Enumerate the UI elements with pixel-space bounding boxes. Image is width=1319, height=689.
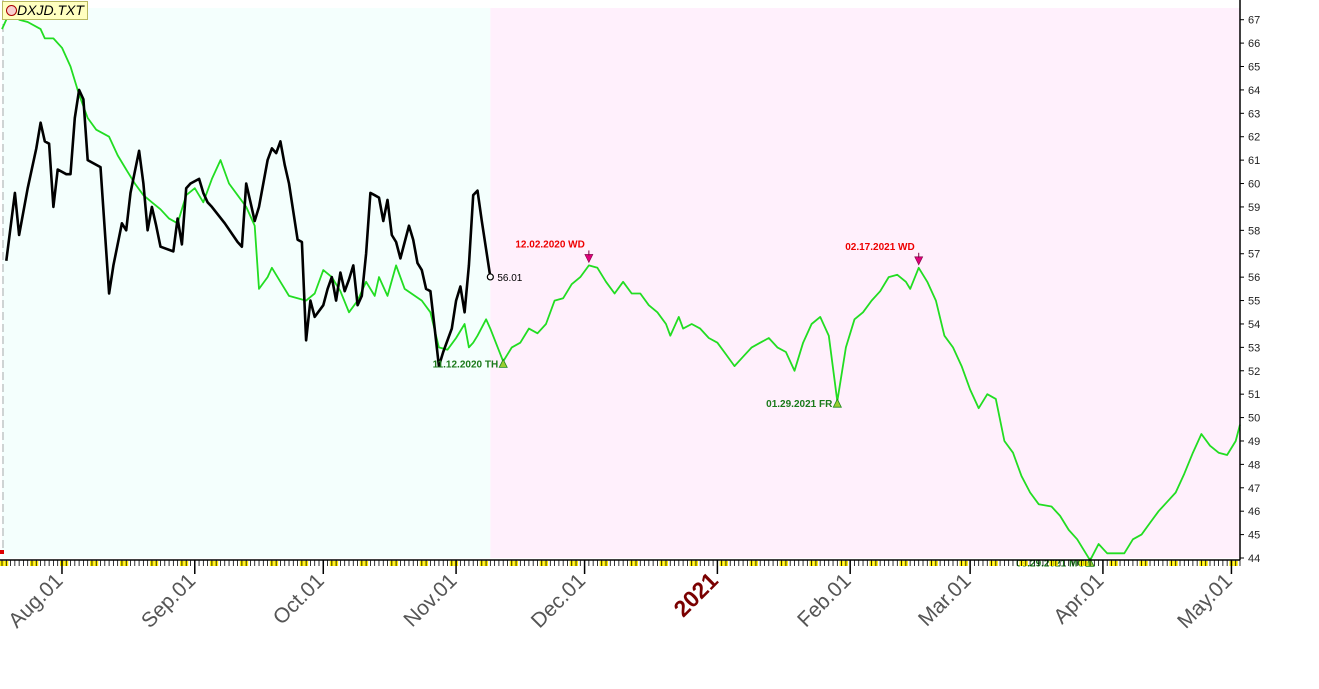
y-tick-label: 48 [1248,459,1260,471]
y-tick-label: 46 [1248,506,1260,518]
bottom-annotation-label: 01.29.2021 FR [766,399,833,410]
origin-marker [0,550,4,554]
y-tick-label: 66 [1248,38,1260,50]
x-tick-label: Sep.01 [137,569,200,632]
y-tick-label: 44 [1248,553,1260,565]
y-tick-label: 56 [1248,272,1260,284]
top-annotation-label: 12.02.2020 WD [515,239,585,250]
chart-title: DXJD.TXT [17,2,84,18]
last-value-label: 56.01 [497,273,522,284]
y-tick-label: 62 [1248,132,1260,144]
y-tick-label: 53 [1248,342,1260,354]
y-tick-label: 63 [1248,108,1260,120]
y-tick-label: 58 [1248,225,1260,237]
x-tick-label: Apr.01 [1049,569,1108,628]
y-tick-label: 49 [1248,436,1260,448]
y-tick-label: 67 [1248,15,1260,27]
y-tick-label: 50 [1248,413,1260,425]
last-value-marker [486,273,494,281]
y-tick-label: 47 [1248,483,1260,495]
bottom-annotation-label: 11.12.2020 TH [433,359,499,370]
x-tick-label: Oct.01 [269,569,329,629]
bottom-marker [832,398,842,408]
left-axis [0,0,4,554]
history-region [2,8,491,558]
y-tick-label: 51 [1248,389,1260,401]
y-tick-label: 64 [1248,85,1260,97]
y-tick-label: 65 [1248,62,1260,74]
top-annotation-label: 02.17.2021 WD [845,242,915,253]
y-tick-label: 54 [1248,319,1260,331]
x-tick-label: Feb.01 [793,569,856,632]
x-tick-label: Dec.01 [527,569,590,632]
bottom-marker [498,358,508,368]
chart-title-badge: DXJD.TXT [2,1,88,20]
y-tick-label: 52 [1248,366,1260,378]
y-tick-label: 61 [1248,155,1260,167]
y-tick-label: 57 [1248,249,1260,261]
y-tick-label: 60 [1248,179,1260,191]
y-axis: 44 45 46 47 48 49 50 51 52 53 54 55 56 57 58 59 60 61 62 63… [1239,0,1260,565]
x-axis: Aug.01 Sep.01 Oct.01 Nov.01 Dec.01 2021 Feb.01… [0,559,1241,633]
y-tick-label: 55 [1248,296,1260,308]
y-tick-label: 59 [1248,202,1260,214]
y-tick-label: 45 [1248,530,1260,542]
projection-line [1,9,1241,562]
x-tick-label: Mar.01 [914,569,976,631]
price-line [5,88,492,368]
file-icon [6,5,17,16]
x-tick-label: May.01 [1173,569,1237,633]
plot-lines: 56.01 [1,9,1241,562]
x-tick-label: Nov.01 [399,569,461,631]
forecast-region [490,8,1240,558]
x-tick-label: Aug.01 [4,569,67,632]
x-year-label: 2021 [668,567,723,622]
